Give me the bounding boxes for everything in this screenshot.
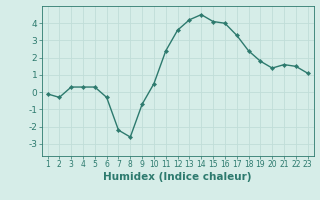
X-axis label: Humidex (Indice chaleur): Humidex (Indice chaleur) <box>103 172 252 182</box>
